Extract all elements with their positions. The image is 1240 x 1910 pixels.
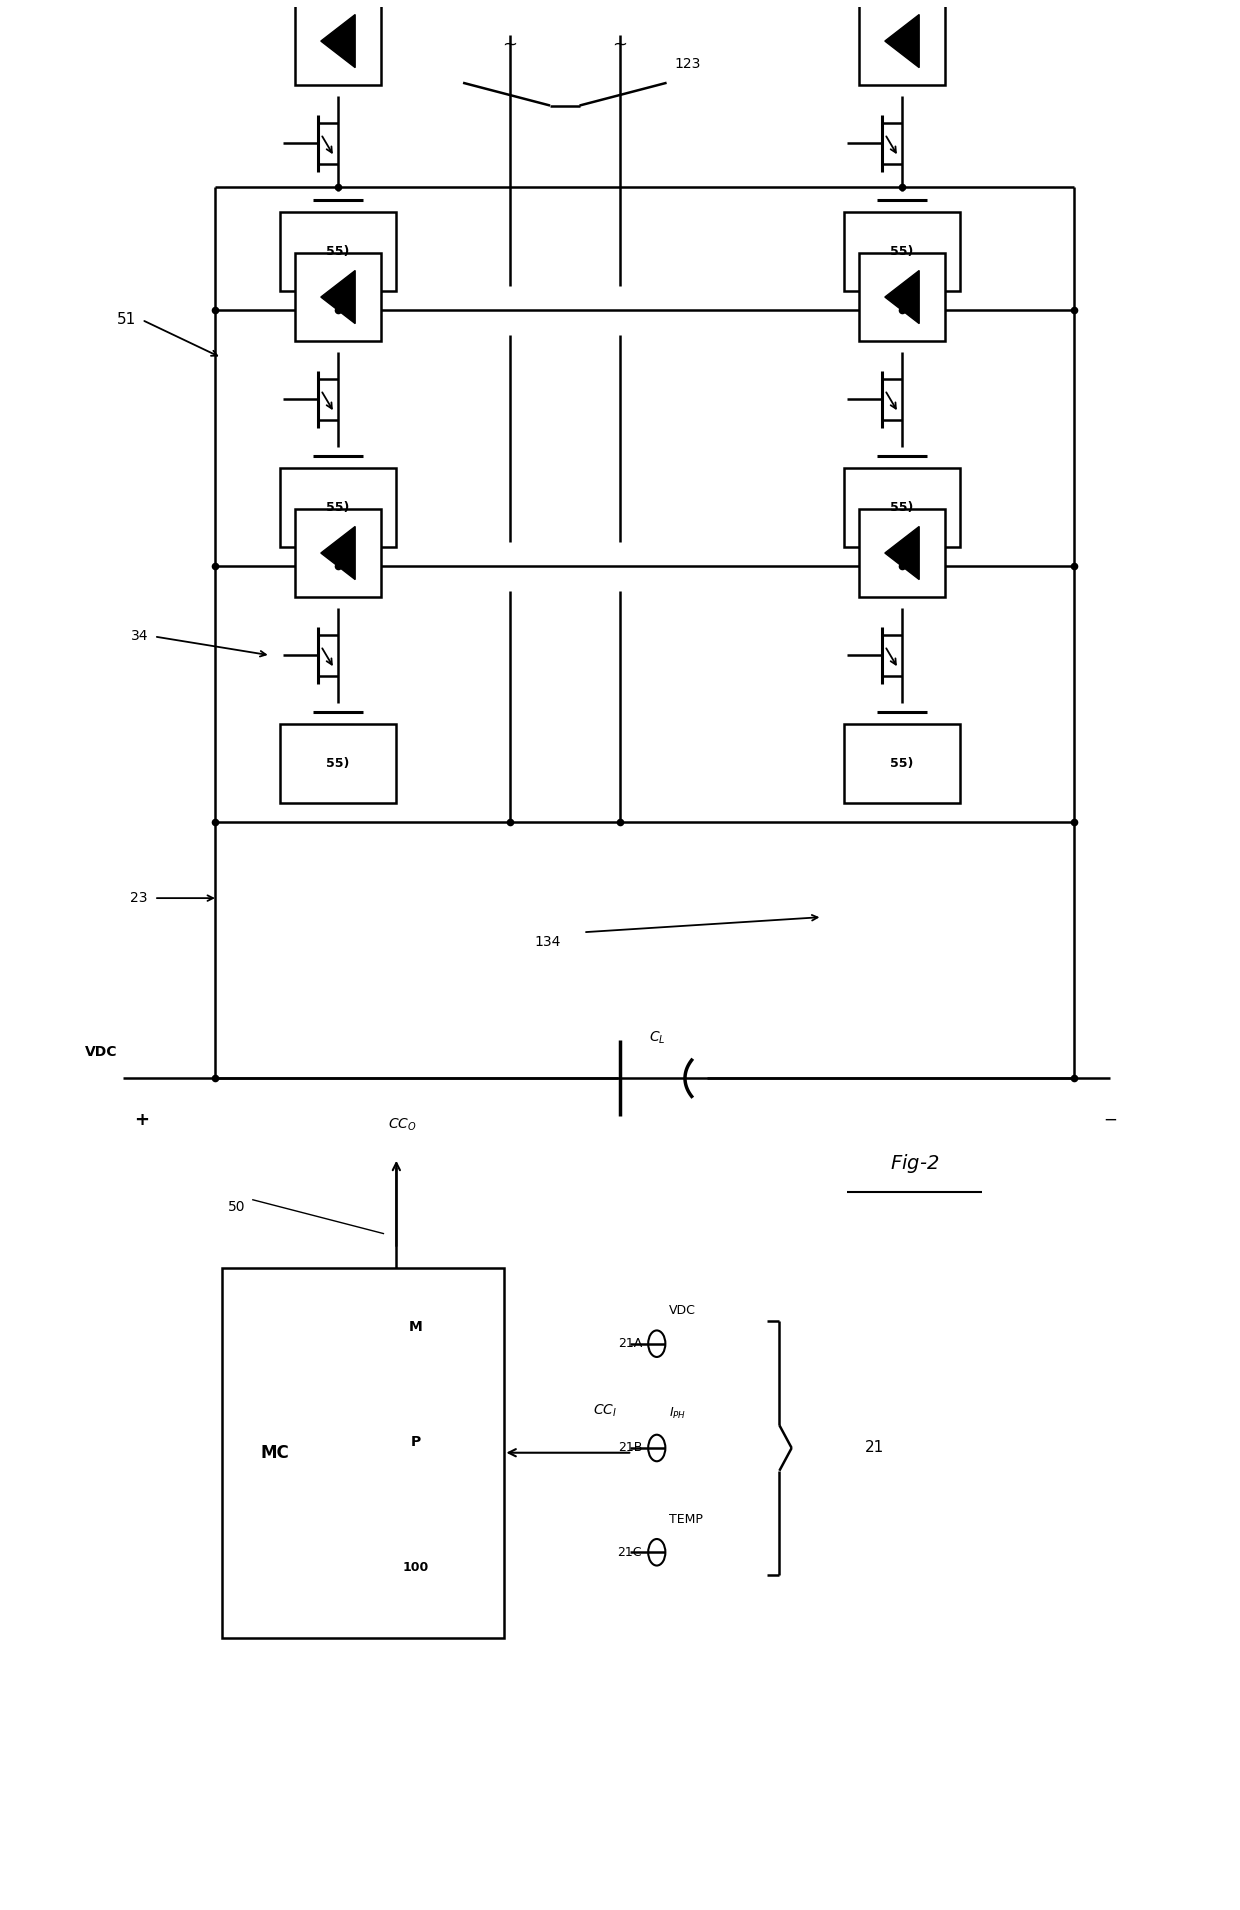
Text: 21C: 21C [618,1545,642,1559]
Text: TEMP: TEMP [670,1513,703,1526]
Text: ~: ~ [502,36,517,53]
Text: 34: 34 [130,630,148,644]
Text: 100: 100 [403,1560,429,1574]
Polygon shape [885,527,919,579]
Text: 55): 55) [326,756,350,770]
Bar [843,212,960,292]
Text: 21: 21 [866,1440,884,1455]
Text: 55): 55) [326,500,350,514]
Polygon shape [321,271,355,323]
Bar [843,468,960,548]
Text: 55): 55) [890,756,914,770]
Bar [295,0,381,84]
Bar [280,724,397,804]
Bar [859,254,945,340]
Bar [295,254,381,340]
Text: +: + [134,1112,149,1129]
Text: $CC_I$: $CC_I$ [593,1402,616,1419]
Bar [222,1268,503,1637]
Polygon shape [321,527,355,579]
Bar [280,212,397,292]
Text: 55): 55) [326,244,350,258]
Text: 23: 23 [130,892,148,905]
Text: $I_{PH}$: $I_{PH}$ [670,1406,687,1421]
Bar [859,510,945,596]
Text: 51: 51 [117,313,135,327]
Text: 55): 55) [890,244,914,258]
Polygon shape [321,15,355,67]
Text: 123: 123 [675,57,701,71]
Text: 55): 55) [890,500,914,514]
Text: $C_L$: $C_L$ [649,1029,665,1047]
Text: M: M [409,1320,423,1333]
Polygon shape [885,15,919,67]
Text: $CC_O$: $CC_O$ [388,1117,417,1133]
Text: −: − [1104,1112,1117,1129]
Text: 21A: 21A [618,1337,642,1350]
Text: 50: 50 [228,1199,246,1215]
Text: VDC: VDC [84,1045,118,1060]
Text: ~: ~ [613,36,627,53]
Bar [843,724,960,804]
Polygon shape [885,271,919,323]
Text: P: P [410,1434,422,1448]
Text: VDC: VDC [670,1305,696,1318]
Text: 21B: 21B [618,1442,642,1455]
Bar [295,510,381,596]
Text: MC: MC [260,1444,289,1461]
Text: $\it{Fig}$-2: $\it{Fig}$-2 [889,1152,939,1175]
Bar [280,468,397,548]
Text: 134: 134 [534,934,560,949]
Bar [859,0,945,84]
